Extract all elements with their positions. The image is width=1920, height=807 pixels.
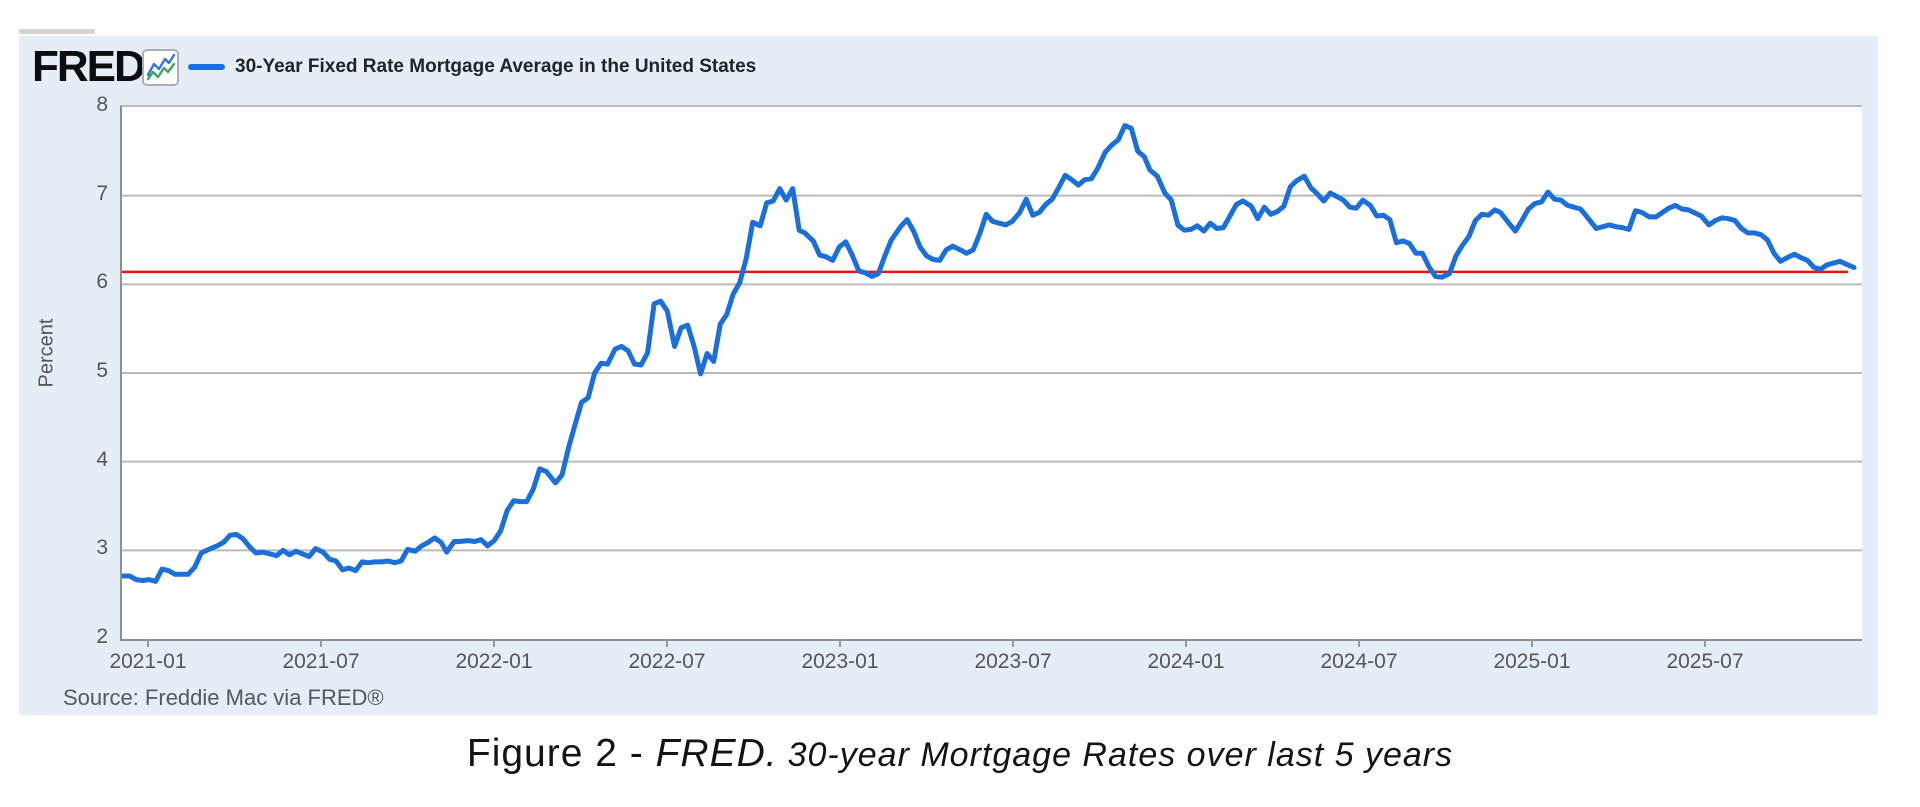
legend-series-title: 30-Year Fixed Rate Mortgage Average in t… bbox=[235, 56, 757, 77]
legend-line-swatch bbox=[188, 64, 225, 70]
y-tick-label-3: 3 bbox=[96, 536, 108, 560]
y-tick-label-4: 4 bbox=[96, 447, 108, 471]
x-tick-label-2024-01: 2024-01 bbox=[1147, 650, 1225, 673]
fred-logo-text: FRED bbox=[32, 42, 146, 91]
fred-logo-link[interactable]: FRED® bbox=[32, 42, 156, 91]
y-tick-label-6: 6 bbox=[96, 270, 108, 294]
x-tick-mark-2022-07 bbox=[666, 639, 668, 647]
x-tick-mark-2021-07 bbox=[320, 639, 322, 647]
y-tick-label-7: 7 bbox=[96, 181, 108, 205]
x-tick-label-2021-07: 2021-07 bbox=[282, 650, 360, 673]
mortgage-rate-series-line[interactable] bbox=[122, 123, 1857, 584]
x-tick-label-2025-01: 2025-01 bbox=[1493, 650, 1571, 673]
caption-description: 30-year Mortgage Rates over last 5 years bbox=[787, 736, 1454, 774]
fred-sparkline-icon bbox=[142, 49, 179, 86]
x-tick-mark-2025-01 bbox=[1531, 639, 1533, 647]
x-tick-label-2021-01: 2021-01 bbox=[109, 650, 187, 673]
screen-edge-artifact bbox=[19, 29, 95, 34]
chart-header: FRED® 30-Year Fixed Rate Mortgage Averag… bbox=[19, 36, 1878, 98]
x-tick-label-2023-07: 2023-07 bbox=[974, 650, 1052, 673]
x-tick-mark-2024-01 bbox=[1185, 639, 1187, 647]
y-tick-label-5: 5 bbox=[96, 359, 108, 382]
caption-source-word: FRED. bbox=[655, 732, 778, 775]
x-tick-label-2022-07: 2022-07 bbox=[628, 650, 706, 673]
x-tick-label-2022-01: 2022-01 bbox=[455, 650, 533, 673]
caption-prefix: Figure 2 - bbox=[466, 732, 656, 775]
figure-caption: Figure 2 - FRED. 30-year Mortgage Rates o… bbox=[0, 732, 1920, 776]
y-tick-label-8: 8 bbox=[96, 93, 108, 116]
series-legend[interactable]: 30-Year Fixed Rate Mortgage Average in t… bbox=[188, 36, 756, 98]
x-tick-mark-2022-01 bbox=[493, 639, 495, 647]
x-tick-mark-2024-07 bbox=[1358, 639, 1360, 647]
x-tick-mark-2023-07 bbox=[1012, 639, 1014, 647]
y-tick-label-2: 2 bbox=[96, 625, 108, 648]
x-tick-label-2024-07: 2024-07 bbox=[1320, 650, 1398, 673]
x-tick-mark-2025-07 bbox=[1704, 639, 1706, 647]
x-tick-label-2023-01: 2023-01 bbox=[801, 650, 879, 673]
x-tick-mark-2021-01 bbox=[147, 639, 149, 647]
fred-chart-card: FRED® 30-Year Fixed Rate Mortgage Averag… bbox=[19, 36, 1878, 715]
plot-area[interactable] bbox=[120, 105, 1862, 641]
line-chart-canvas[interactable] bbox=[122, 107, 1862, 639]
x-tick-mark-2023-01 bbox=[839, 639, 841, 647]
x-tick-label-2025-07: 2025-07 bbox=[1666, 650, 1744, 673]
source-note: Source: Freddie Mac via FRED® bbox=[63, 685, 384, 710]
